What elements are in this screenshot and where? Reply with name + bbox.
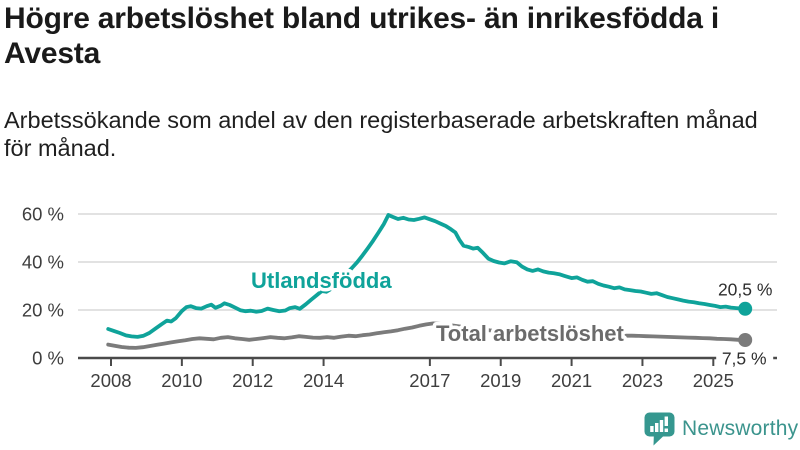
series-label-total: Total arbetslöshet [436,321,625,346]
series-line-total-arbetsl-shet [106,321,748,350]
end-label-mask [716,348,774,368]
series-end-value-total: 7,5 % [722,349,767,369]
x-axis-label: 2014 [303,370,344,391]
series-end-value-utlandsfodda: 20,5 % [718,279,772,299]
bar-3 [659,419,664,432]
newsworthy-logo-text: Newsworthy [682,417,799,440]
series-label-utlandsfodda: Utlandsfödda [251,268,392,293]
y-axis-label: 20 % [22,300,64,321]
bar-1 [650,425,654,432]
series-end-dot-total [738,333,753,347]
x-axis-label: 2019 [480,370,521,391]
page-subtitle: Arbetssökande som andel av den registerb… [4,107,758,161]
bar-2 [655,422,659,432]
x-axis-label: 2017 [409,370,450,391]
x-axis-label: 2012 [232,370,273,391]
page-title: Högre arbetslöshet bland utrikes- än inr… [4,2,719,70]
speech-bubble-shape [644,412,675,445]
newsworthy-logo[interactable]: Newsworthy [644,411,798,447]
y-axis-label: 40 % [22,252,64,273]
y-axis-label: 60 % [22,204,64,225]
x-axis-label: 2021 [551,370,592,391]
newsworthy-chart-bubble-icon [644,412,675,445]
series-line-utlandsf-dda [106,213,748,339]
x-axis-label: 2023 [622,370,663,391]
y-axis-label: 0 % [32,348,64,369]
x-axis-label: 2025 [693,370,734,391]
x-axis-label: 2010 [161,370,202,391]
series-end-dot-utlandsfodda [738,301,753,316]
exclamation-stem [664,416,668,426]
exclamation-dot [664,428,668,432]
x-axis-label: 2008 [90,370,131,391]
